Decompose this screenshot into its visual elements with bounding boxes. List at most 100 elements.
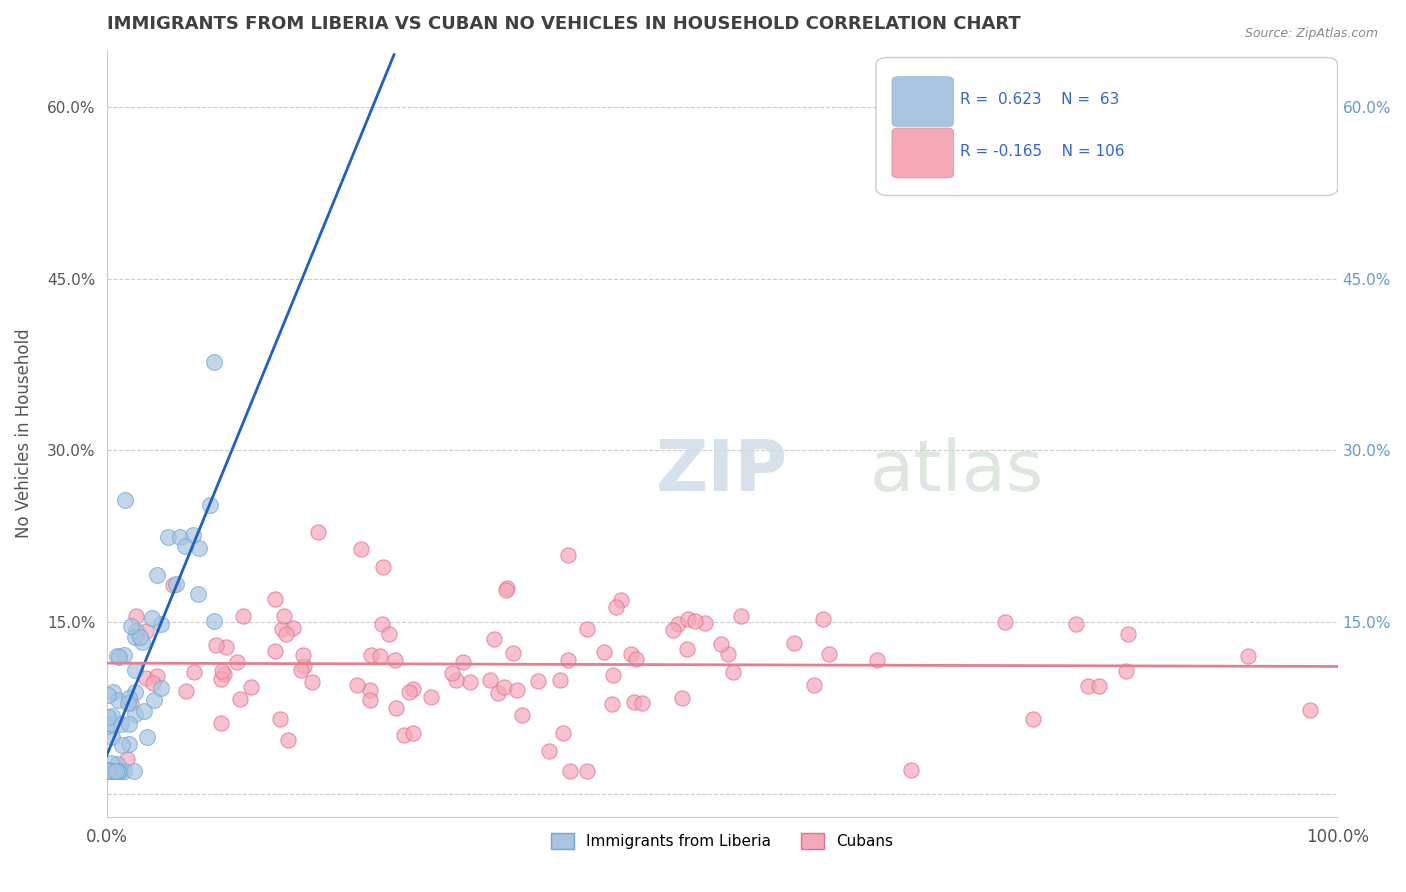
Immigrants from Liberia [105, 648, 128, 663]
Cubans [419, 690, 441, 704]
Cubans [710, 636, 733, 650]
Immigrants from Liberia [101, 764, 124, 778]
Immigrants from Liberia [103, 764, 125, 778]
Cubans [666, 616, 689, 631]
Cubans [721, 665, 744, 679]
Immigrants from Liberia [104, 764, 127, 778]
Immigrants from Liberia [129, 630, 152, 644]
Immigrants from Liberia [97, 689, 120, 703]
Cubans [994, 615, 1017, 629]
Cubans [277, 733, 299, 747]
Cubans [458, 675, 481, 690]
Cubans [292, 648, 315, 663]
Immigrants from Liberia [103, 764, 125, 778]
Immigrants from Liberia [157, 530, 180, 544]
Immigrants from Liberia [98, 763, 121, 777]
Cubans [593, 644, 616, 658]
Cubans [359, 693, 381, 707]
Cubans [730, 608, 752, 623]
Text: R = -0.165    N = 106: R = -0.165 N = 106 [960, 144, 1125, 159]
Cubans [174, 683, 197, 698]
Immigrants from Liberia [174, 539, 197, 553]
Cubans [281, 621, 304, 635]
Cubans [900, 763, 922, 777]
Immigrants from Liberia [112, 764, 135, 778]
Cubans [1077, 679, 1099, 693]
Immigrants from Liberia [141, 611, 163, 625]
Cubans [346, 678, 368, 692]
Immigrants from Liberia [150, 617, 173, 632]
Immigrants from Liberia [169, 531, 191, 545]
Immigrants from Liberia [107, 764, 129, 778]
Cubans [273, 608, 295, 623]
Cubans [239, 681, 262, 695]
Cubans [1237, 649, 1260, 664]
Cubans [440, 666, 463, 681]
Cubans [630, 696, 652, 710]
Cubans [553, 726, 575, 740]
Cubans [229, 692, 252, 706]
Cubans [502, 646, 524, 660]
Cubans [135, 624, 157, 638]
Cubans [226, 656, 249, 670]
Cubans [209, 672, 232, 686]
Cubans [214, 667, 236, 681]
Immigrants from Liberia [149, 681, 172, 695]
Cubans [183, 665, 205, 679]
Immigrants from Liberia [105, 764, 128, 778]
Immigrants from Liberia [124, 707, 146, 722]
Immigrants from Liberia [101, 685, 124, 699]
Immigrants from Liberia [120, 619, 142, 633]
Immigrants from Liberia [98, 764, 121, 778]
Immigrants from Liberia [118, 737, 141, 751]
Cubans [811, 612, 834, 626]
Immigrants from Liberia [124, 663, 146, 677]
Cubans [135, 671, 157, 685]
Cubans [482, 632, 505, 646]
Immigrants from Liberia [181, 528, 204, 542]
Cubans [495, 583, 517, 598]
Immigrants from Liberia [118, 717, 141, 731]
Immigrants from Liberia [107, 692, 129, 706]
Immigrants from Liberia [122, 764, 145, 778]
Cubans [290, 664, 312, 678]
Cubans [605, 600, 627, 615]
Cubans [146, 669, 169, 683]
Cubans [209, 716, 232, 731]
Cubans [232, 608, 254, 623]
Cubans [307, 525, 329, 540]
Immigrants from Liberia [136, 731, 159, 745]
Text: atlas: atlas [870, 437, 1045, 506]
Cubans [1115, 665, 1137, 679]
Cubans [371, 617, 394, 632]
Cubans [623, 696, 645, 710]
Immigrants from Liberia [124, 624, 146, 638]
Cubans [610, 593, 633, 607]
Cubans [510, 708, 533, 723]
Immigrants from Liberia [110, 764, 132, 778]
Text: Source: ZipAtlas.com: Source: ZipAtlas.com [1244, 27, 1378, 40]
Cubans [557, 548, 579, 562]
Immigrants from Liberia [200, 498, 222, 512]
Cubans [276, 627, 298, 641]
Y-axis label: No Vehicles in Household: No Vehicles in Household [15, 328, 32, 538]
Cubans [478, 673, 501, 687]
Cubans [444, 673, 467, 688]
FancyBboxPatch shape [891, 128, 953, 178]
Cubans [359, 683, 381, 698]
Cubans [115, 752, 138, 766]
Cubans [142, 676, 165, 690]
Immigrants from Liberia [97, 764, 120, 778]
Cubans [496, 582, 519, 596]
Cubans [292, 659, 315, 673]
Cubans [1299, 703, 1322, 717]
Immigrants from Liberia [105, 756, 128, 771]
Cubans [662, 623, 685, 637]
Cubans [1022, 712, 1045, 726]
Cubans [120, 696, 142, 710]
Immigrants from Liberia [124, 630, 146, 644]
Cubans [392, 728, 415, 742]
Immigrants from Liberia [101, 764, 124, 778]
Cubans [349, 541, 371, 556]
Cubans [492, 681, 515, 695]
